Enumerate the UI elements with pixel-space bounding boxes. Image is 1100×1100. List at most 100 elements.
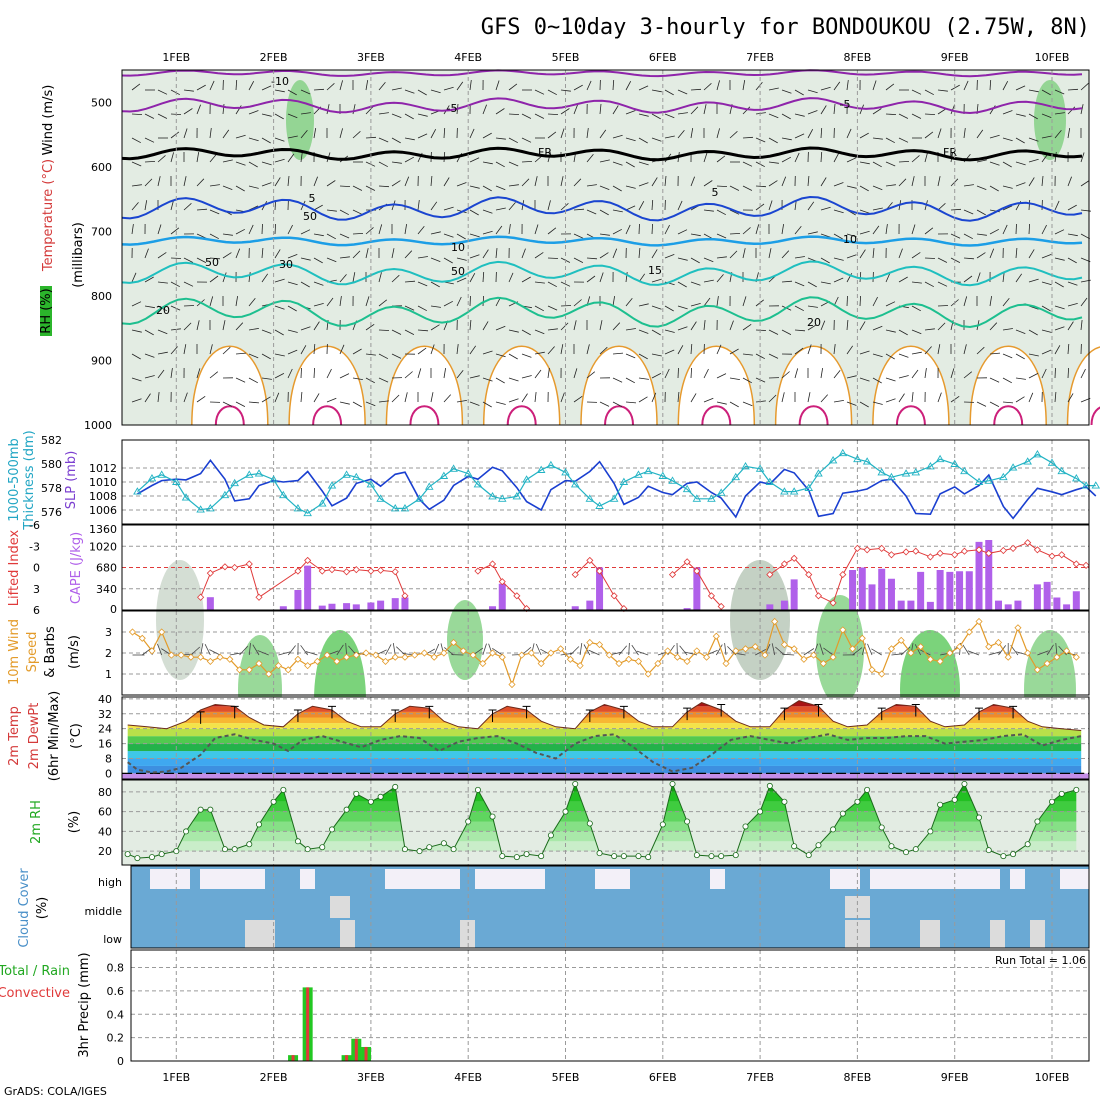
wind-barb bbox=[1067, 393, 1074, 403]
rh-point bbox=[489, 813, 496, 820]
wind-barb bbox=[196, 233, 207, 239]
wind-barb bbox=[326, 257, 337, 263]
thickness-point bbox=[1023, 457, 1032, 465]
wind-barb bbox=[183, 322, 192, 331]
wind-barb bbox=[651, 392, 657, 403]
chart-title: GFS 0~10day 3-hourly for BONDOUKOU (2.75… bbox=[481, 15, 1090, 40]
thickness-point bbox=[887, 472, 896, 481]
wind-barb bbox=[781, 224, 784, 235]
pressure-tick-label: 900 bbox=[91, 354, 112, 367]
lifted-index-point bbox=[197, 593, 205, 601]
cape-bar bbox=[489, 606, 497, 610]
max-temp-marker bbox=[425, 705, 434, 719]
rh-point bbox=[903, 849, 910, 856]
wind-barb bbox=[339, 274, 347, 283]
cape-tick-label: 0 bbox=[110, 603, 117, 616]
wind-barb bbox=[586, 257, 598, 260]
thickness-point bbox=[682, 484, 692, 493]
mid-cloud-patch bbox=[330, 896, 350, 918]
wind-barb bbox=[859, 249, 866, 259]
wind-barb bbox=[274, 177, 281, 187]
wind-barb bbox=[521, 393, 528, 403]
wind-barb bbox=[170, 281, 180, 288]
wind-barb bbox=[313, 176, 318, 187]
thickness-axis-label-1: 1000-500mb bbox=[7, 438, 22, 522]
wind-barb bbox=[534, 224, 539, 235]
cape-bar bbox=[917, 571, 925, 610]
wind-barb bbox=[339, 185, 351, 187]
rh-point bbox=[401, 846, 408, 853]
wind-barb bbox=[365, 401, 376, 407]
wind-barb bbox=[651, 305, 662, 310]
wind-barb bbox=[807, 392, 811, 403]
wind-barb bbox=[378, 224, 383, 235]
lifted-index-point bbox=[975, 546, 983, 554]
thickness-point bbox=[463, 469, 473, 477]
wind-barb bbox=[469, 209, 479, 216]
wind-barb bbox=[430, 324, 440, 331]
wind-barb bbox=[781, 156, 791, 163]
wind-barb bbox=[690, 233, 701, 237]
lifted-index-point bbox=[1024, 539, 1032, 547]
wind-barb bbox=[144, 248, 149, 259]
wind-barb bbox=[443, 177, 450, 187]
wind-speed-point bbox=[936, 657, 944, 665]
wind-barb bbox=[495, 207, 506, 211]
wind-barb bbox=[989, 248, 995, 259]
bottom-date-label: 9FEB bbox=[941, 1071, 969, 1084]
wind-barb bbox=[248, 161, 258, 168]
wind-speed-point bbox=[615, 659, 623, 668]
wind-barb bbox=[261, 223, 263, 235]
wind-barb bbox=[352, 348, 362, 355]
wind-barb bbox=[914, 644, 922, 656]
wind-barb bbox=[196, 395, 206, 403]
wind-barb bbox=[391, 274, 400, 283]
wind-speed-point bbox=[430, 653, 438, 661]
wind-barb bbox=[261, 113, 272, 117]
wind-barb bbox=[937, 344, 941, 355]
wind-barb bbox=[755, 329, 767, 331]
thickness-point bbox=[352, 472, 361, 481]
wind-barb bbox=[651, 199, 654, 211]
wind-barb bbox=[638, 113, 649, 117]
wind-barb bbox=[170, 200, 174, 211]
wind-barb bbox=[196, 257, 207, 263]
thickness-point bbox=[512, 492, 522, 500]
wind-barb bbox=[1002, 401, 1014, 404]
wind-barb bbox=[833, 81, 841, 91]
wind-barb bbox=[885, 301, 896, 307]
wind-barb bbox=[378, 82, 386, 91]
wind-barb bbox=[885, 224, 888, 235]
wind-barb bbox=[586, 344, 590, 355]
lifted-index-tick-label: 6 bbox=[33, 604, 40, 617]
rh-point bbox=[951, 796, 958, 803]
wind-barb bbox=[430, 201, 438, 211]
wind-speed-point bbox=[323, 651, 331, 659]
top-date-label: 1FEB bbox=[162, 51, 190, 64]
wind-barb bbox=[937, 305, 949, 307]
temp-tick-label: 8 bbox=[105, 753, 112, 766]
wind-barb bbox=[963, 275, 973, 283]
wind-barb bbox=[703, 233, 713, 240]
wind-barb bbox=[235, 377, 246, 383]
wind-barb bbox=[638, 303, 649, 307]
wind-barb bbox=[235, 185, 245, 192]
wind-barb bbox=[846, 128, 852, 139]
wind-barb bbox=[1067, 88, 1079, 91]
wind-barb bbox=[326, 233, 336, 240]
pressure-tick-label: 800 bbox=[91, 290, 112, 303]
wind-barb bbox=[937, 257, 948, 263]
rh-point bbox=[124, 851, 131, 858]
wind-barb bbox=[1080, 180, 1090, 187]
wind-barb bbox=[677, 345, 684, 355]
wind-barb bbox=[690, 106, 699, 115]
lifted-index-point bbox=[999, 546, 1007, 555]
wind-barb bbox=[664, 349, 675, 355]
wind-barb bbox=[313, 257, 323, 264]
wind-barb bbox=[378, 400, 389, 403]
wind-barb bbox=[573, 299, 582, 307]
wind-speed-point bbox=[1024, 649, 1032, 657]
wind-barb bbox=[1028, 223, 1030, 235]
wind-speed-point bbox=[401, 653, 409, 661]
wind-barb bbox=[911, 155, 920, 163]
